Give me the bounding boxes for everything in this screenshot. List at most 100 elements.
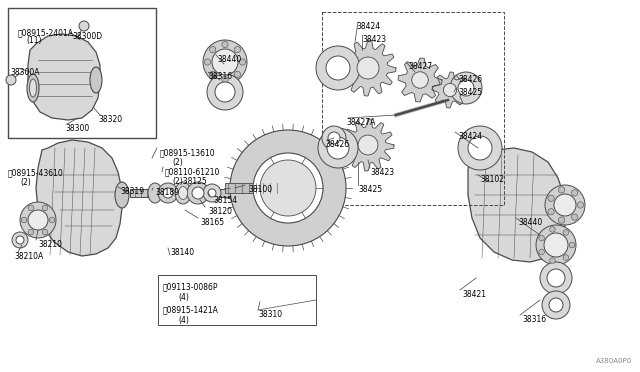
Circle shape bbox=[316, 46, 360, 90]
Circle shape bbox=[207, 74, 243, 110]
Text: A380A0P0: A380A0P0 bbox=[596, 358, 632, 364]
Circle shape bbox=[28, 205, 34, 211]
Circle shape bbox=[20, 202, 56, 238]
Circle shape bbox=[328, 132, 340, 144]
Polygon shape bbox=[340, 40, 396, 96]
Circle shape bbox=[322, 126, 346, 150]
Ellipse shape bbox=[29, 79, 36, 97]
Circle shape bbox=[192, 187, 204, 199]
Circle shape bbox=[234, 46, 241, 53]
Text: 38424: 38424 bbox=[458, 132, 482, 141]
Polygon shape bbox=[398, 58, 442, 102]
Circle shape bbox=[28, 229, 34, 235]
Text: 38310: 38310 bbox=[258, 310, 282, 319]
Circle shape bbox=[547, 269, 565, 287]
Text: 38423: 38423 bbox=[362, 35, 386, 44]
Text: (2): (2) bbox=[20, 178, 31, 187]
Circle shape bbox=[458, 126, 502, 170]
Circle shape bbox=[230, 130, 346, 246]
Ellipse shape bbox=[115, 182, 129, 208]
Text: Ⓑ08110-61210: Ⓑ08110-61210 bbox=[165, 167, 220, 176]
Circle shape bbox=[357, 57, 379, 79]
Circle shape bbox=[318, 128, 358, 168]
Circle shape bbox=[158, 183, 178, 203]
Text: 38427A: 38427A bbox=[346, 118, 376, 127]
Text: 38423: 38423 bbox=[370, 168, 394, 177]
Circle shape bbox=[42, 205, 48, 211]
Circle shape bbox=[572, 190, 578, 196]
Text: 38154: 38154 bbox=[213, 196, 237, 205]
Circle shape bbox=[42, 229, 48, 235]
Circle shape bbox=[559, 217, 564, 223]
Text: 38426: 38426 bbox=[325, 140, 349, 149]
Text: (2)38125: (2)38125 bbox=[172, 177, 207, 186]
Circle shape bbox=[215, 82, 235, 102]
Polygon shape bbox=[342, 119, 394, 171]
Circle shape bbox=[569, 242, 575, 248]
Circle shape bbox=[12, 232, 28, 248]
Polygon shape bbox=[432, 72, 468, 108]
Circle shape bbox=[572, 214, 578, 220]
Circle shape bbox=[549, 298, 563, 312]
Text: Ⓦ08915-2401A: Ⓦ08915-2401A bbox=[18, 28, 74, 37]
Bar bbox=[130, 189, 295, 197]
Circle shape bbox=[203, 184, 221, 202]
Circle shape bbox=[539, 249, 545, 255]
Text: 38120: 38120 bbox=[208, 207, 232, 216]
Circle shape bbox=[458, 80, 474, 96]
Circle shape bbox=[559, 187, 564, 193]
Circle shape bbox=[209, 46, 216, 53]
Circle shape bbox=[203, 40, 247, 84]
Circle shape bbox=[222, 41, 228, 48]
Circle shape bbox=[79, 21, 89, 31]
Ellipse shape bbox=[27, 74, 39, 102]
Circle shape bbox=[16, 236, 24, 244]
Circle shape bbox=[208, 189, 216, 197]
Circle shape bbox=[21, 217, 27, 223]
Circle shape bbox=[450, 72, 482, 104]
Circle shape bbox=[540, 262, 572, 294]
Circle shape bbox=[545, 185, 585, 225]
Text: 38210A: 38210A bbox=[14, 252, 44, 261]
Bar bbox=[8, 8, 156, 138]
Text: Ⓦ08915-13610: Ⓦ08915-13610 bbox=[160, 148, 216, 157]
Text: Ⓦ08915-43610: Ⓦ08915-43610 bbox=[8, 168, 64, 177]
Text: 38424: 38424 bbox=[356, 22, 380, 31]
Circle shape bbox=[554, 194, 576, 216]
Text: 38440: 38440 bbox=[217, 55, 241, 64]
Text: 38316: 38316 bbox=[208, 72, 232, 81]
Circle shape bbox=[563, 255, 569, 260]
Text: 38165: 38165 bbox=[200, 218, 224, 227]
Circle shape bbox=[326, 56, 350, 80]
Circle shape bbox=[444, 83, 456, 97]
Circle shape bbox=[239, 59, 246, 65]
Circle shape bbox=[212, 49, 238, 75]
Circle shape bbox=[222, 76, 228, 83]
Text: 38440: 38440 bbox=[518, 218, 542, 227]
Text: 38300A: 38300A bbox=[10, 68, 40, 77]
Bar bbox=[225, 183, 285, 193]
Text: Ⓦ08915-1421A: Ⓦ08915-1421A bbox=[163, 305, 219, 314]
Ellipse shape bbox=[148, 183, 162, 203]
Text: 38140: 38140 bbox=[170, 248, 194, 257]
Circle shape bbox=[28, 210, 48, 230]
Text: 38210: 38210 bbox=[38, 240, 62, 249]
Circle shape bbox=[550, 227, 556, 232]
Text: (4): (4) bbox=[178, 293, 189, 302]
Polygon shape bbox=[28, 34, 100, 120]
Ellipse shape bbox=[175, 182, 191, 204]
Circle shape bbox=[536, 225, 576, 265]
Circle shape bbox=[260, 160, 316, 216]
Text: 38189: 38189 bbox=[155, 188, 179, 197]
Circle shape bbox=[163, 188, 173, 198]
Text: 38426: 38426 bbox=[458, 75, 482, 84]
Circle shape bbox=[327, 137, 349, 159]
Circle shape bbox=[187, 182, 209, 204]
Circle shape bbox=[550, 258, 556, 263]
Polygon shape bbox=[36, 140, 122, 256]
Text: (11): (11) bbox=[26, 36, 42, 45]
Circle shape bbox=[548, 209, 554, 215]
Text: 38320: 38320 bbox=[98, 115, 122, 124]
Circle shape bbox=[542, 291, 570, 319]
Circle shape bbox=[209, 71, 216, 77]
